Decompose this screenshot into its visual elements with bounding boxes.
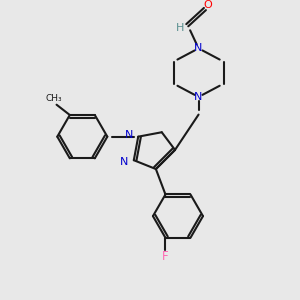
Text: N: N <box>124 130 133 140</box>
Text: F: F <box>162 250 169 262</box>
Text: N: N <box>194 92 203 102</box>
Text: N: N <box>120 157 128 167</box>
Text: CH₃: CH₃ <box>46 94 62 103</box>
Text: N: N <box>194 44 203 53</box>
Text: O: O <box>203 0 212 10</box>
Text: H: H <box>176 23 184 33</box>
